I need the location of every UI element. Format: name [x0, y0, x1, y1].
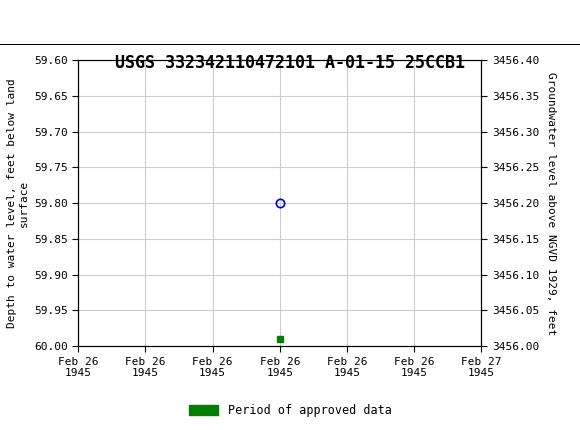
Y-axis label: Depth to water level, feet below land
surface: Depth to water level, feet below land su…	[7, 78, 28, 328]
Legend: Period of approved data: Period of approved data	[184, 399, 396, 422]
Y-axis label: Groundwater level above NGVD 1929, feet: Groundwater level above NGVD 1929, feet	[546, 71, 556, 335]
Text: USGS 332342110472101 A-01-15 25CCB1: USGS 332342110472101 A-01-15 25CCB1	[115, 54, 465, 72]
Text: ≡USGS: ≡USGS	[12, 13, 88, 32]
